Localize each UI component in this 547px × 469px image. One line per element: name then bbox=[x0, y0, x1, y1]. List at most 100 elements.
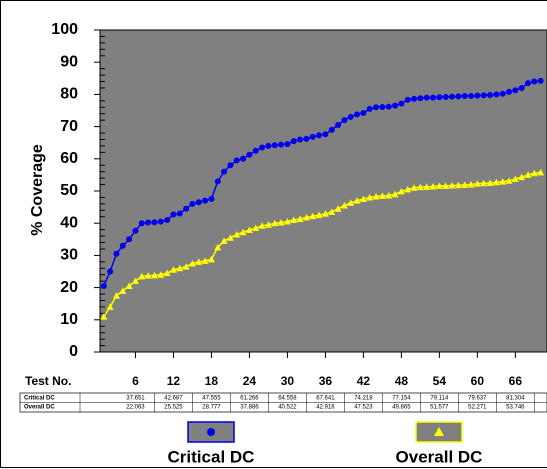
marker bbox=[284, 141, 291, 148]
table-cell: 79.637 bbox=[468, 396, 487, 402]
marker bbox=[436, 94, 443, 101]
marker bbox=[473, 180, 481, 187]
marker bbox=[176, 264, 184, 272]
marker bbox=[183, 205, 190, 212]
x-tick-label: 24 bbox=[243, 374, 257, 388]
marker bbox=[537, 77, 544, 84]
marker bbox=[240, 155, 247, 162]
marker bbox=[220, 237, 228, 244]
legend-label: Overall DC bbox=[396, 447, 483, 466]
marker bbox=[423, 94, 430, 101]
marker bbox=[100, 282, 107, 289]
marker bbox=[100, 313, 108, 320]
marker bbox=[429, 182, 437, 190]
table-cell: 40.522 bbox=[278, 405, 297, 411]
marker bbox=[397, 187, 405, 195]
legend-item: Critical DC bbox=[168, 421, 254, 466]
marker bbox=[138, 220, 145, 227]
x-tick-label: 54 bbox=[433, 374, 447, 388]
y-tick-label: 0 bbox=[69, 343, 78, 360]
table-cell: 42.916 bbox=[316, 405, 335, 411]
marker bbox=[169, 266, 177, 273]
marker bbox=[461, 93, 468, 100]
marker bbox=[278, 141, 285, 148]
table-cell: 47.523 bbox=[354, 405, 373, 411]
marker bbox=[195, 199, 202, 206]
y-tick-label: 70 bbox=[60, 118, 78, 135]
table-cell: 37.886 bbox=[240, 405, 259, 411]
marker bbox=[150, 271, 158, 279]
marker bbox=[202, 197, 209, 204]
marker bbox=[455, 93, 462, 100]
marker bbox=[511, 175, 519, 182]
legend-marker bbox=[434, 427, 444, 436]
y-tick-label: 100 bbox=[51, 21, 78, 38]
x-tick-label: 18 bbox=[205, 374, 219, 388]
x-tick-label: 12 bbox=[167, 374, 181, 388]
marker bbox=[335, 121, 342, 128]
marker bbox=[258, 222, 266, 229]
table-cell: 47.555 bbox=[202, 396, 221, 402]
marker bbox=[442, 182, 450, 189]
marker bbox=[392, 102, 399, 109]
marker bbox=[107, 268, 114, 275]
marker bbox=[195, 258, 203, 265]
marker bbox=[499, 178, 507, 185]
marker bbox=[214, 178, 221, 185]
marker bbox=[385, 103, 392, 110]
table-row-label: Critical DC bbox=[24, 396, 55, 402]
table-cell: 81.304 bbox=[506, 396, 525, 402]
x-tick-label: 48 bbox=[395, 374, 409, 388]
marker bbox=[315, 211, 323, 219]
marker bbox=[252, 224, 260, 232]
marker bbox=[106, 303, 114, 310]
marker bbox=[461, 181, 469, 188]
marker bbox=[449, 93, 456, 100]
marker bbox=[163, 269, 171, 277]
marker bbox=[416, 183, 424, 191]
marker bbox=[290, 138, 297, 145]
table-cell: 67.641 bbox=[316, 396, 335, 402]
y-tick-label: 30 bbox=[60, 247, 78, 264]
marker bbox=[530, 169, 538, 177]
y-tick-label: 50 bbox=[60, 182, 78, 199]
marker bbox=[309, 133, 316, 140]
marker bbox=[265, 142, 272, 149]
marker bbox=[341, 117, 348, 124]
y-tick-label: 60 bbox=[60, 150, 78, 167]
legend-item: Overall DC bbox=[396, 421, 483, 466]
marker bbox=[164, 216, 171, 223]
y-axis-label: % Coverage bbox=[29, 144, 46, 236]
table-cell: 51.577 bbox=[430, 405, 449, 411]
marker bbox=[525, 80, 532, 87]
marker bbox=[245, 226, 253, 234]
x-tick-label: 36 bbox=[319, 374, 333, 388]
y-tick-label: 10 bbox=[60, 311, 78, 328]
marker bbox=[271, 219, 279, 227]
marker bbox=[442, 93, 449, 100]
marker bbox=[208, 195, 215, 202]
legend-marker bbox=[207, 428, 215, 436]
marker bbox=[518, 84, 525, 91]
table-cell: 37.651 bbox=[126, 396, 145, 402]
table-cell: 52.271 bbox=[468, 405, 487, 411]
series-line bbox=[103, 80, 541, 287]
marker bbox=[233, 230, 241, 238]
marker bbox=[151, 219, 158, 226]
marker bbox=[487, 92, 494, 99]
marker bbox=[468, 93, 475, 100]
marker bbox=[182, 263, 190, 270]
marker bbox=[506, 88, 513, 95]
marker bbox=[499, 90, 506, 97]
series bbox=[100, 168, 545, 320]
marker bbox=[207, 255, 215, 263]
marker bbox=[227, 162, 234, 169]
marker bbox=[188, 259, 196, 267]
marker bbox=[373, 104, 380, 111]
table-cell: 53.746 bbox=[506, 405, 525, 411]
marker bbox=[334, 205, 342, 212]
marker bbox=[379, 103, 386, 110]
marker bbox=[340, 201, 348, 209]
marker bbox=[214, 243, 222, 251]
marker bbox=[176, 210, 183, 217]
